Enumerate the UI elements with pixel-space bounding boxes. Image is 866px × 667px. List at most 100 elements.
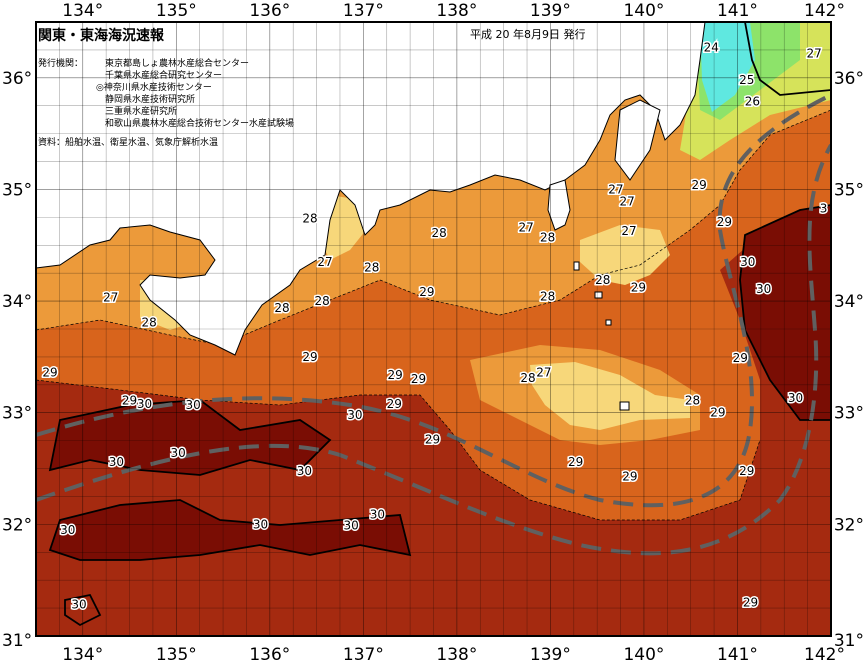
isotherm-30-sw [64,593,102,627]
isotherm-label: 28 [364,261,379,275]
longitude-label-top: 136° [249,1,290,21]
isotherm-label: 30 [253,517,268,531]
isotherm-label: 29 [419,285,434,299]
issuer-4: 静岡県水産技術研究所 [105,93,195,105]
issuer-1: 東京都島しょ農林水産総合センター [105,57,249,69]
longitude-label-bottom: 135° [156,645,197,665]
isotherm-label: 3 [820,201,828,215]
latitude-label-left: 31° [2,631,32,651]
isotherm-label: 27 [536,366,551,380]
isotherm-boso [744,22,831,96]
isotherm-label: 28 [315,294,330,308]
isotherm-label: 28 [540,290,555,304]
isotherm-label: 28 [142,315,157,329]
isotherm-label: 30 [185,398,200,412]
isotherm-label: 29 [739,464,754,478]
isotherm-label: 30 [756,282,771,296]
isotherm-label: 29 [631,281,646,295]
longitude-label-bottom: 139° [530,645,571,665]
isotherm-label: 29 [733,351,748,365]
isotherm-label: 29 [568,455,583,469]
longitude-label-top: 134° [62,1,103,21]
map-title: 関東・東海海況速報 [38,27,165,44]
land-hachijo [619,401,630,411]
land-miyake [605,319,612,326]
isotherm-28-coast [36,109,831,346]
isotherm-label: 30 [297,464,312,478]
isotherm-label: 29 [622,469,637,483]
isotherm-label: 28 [520,371,535,385]
isotherm-30-east [739,204,831,421]
latitude-label-right: 35° [834,180,864,200]
map-header: 関東・東海海況速報 平成 20 年8月9日 発行 発行機関： 東京都島しょ農林水… [38,27,585,148]
isotherm-label: 30 [109,455,124,469]
issuer-5: 三重県水産研究所 [105,105,177,117]
isotherm-label: 27 [518,220,533,234]
kuroshio-north-edge [36,93,831,508]
isotherm-label: 27 [103,291,118,305]
isotherm-label: 28 [685,393,700,407]
isotherm-label: 28 [274,301,289,315]
isotherm-label: 29 [710,406,725,420]
isotherm-label: 30 [137,397,152,411]
map-frame [35,21,832,637]
isotherm-label: 28 [540,230,555,244]
isotherm-label: 30 [788,391,803,405]
isotherm-label: 24 [704,41,719,55]
isotherm-label: 30 [171,446,186,460]
issuer-2: 千葉県水産総合研究センター [105,69,222,81]
isotherm-label: 30 [740,255,755,269]
longitude-label-top: 140° [623,1,664,21]
isotherm-label: 29 [387,397,402,411]
longitude-label-top: 139° [530,1,571,21]
longitude-label-top: 135° [156,1,197,21]
isotherm-label: 29 [122,393,137,407]
kuroshio-south-edge [36,144,831,556]
isotherm-label: 27 [317,255,332,269]
longitude-label-bottom: 138° [436,645,477,665]
longitude-label-bottom: 142° [804,645,845,665]
latitude-label-right: 31° [834,631,864,651]
isotherm-label: 25 [739,73,754,87]
isotherm-30-south [48,499,412,561]
latitude-label-left: 34° [2,292,32,312]
land-oshima [594,291,603,299]
longitude-label-bottom: 140° [623,645,664,665]
latitude-label-right: 34° [834,292,864,312]
latitude-label-left: 32° [2,515,32,535]
isotherm-label: 30 [370,507,385,521]
longitude-label-top: 141° [717,1,758,21]
data-source: 資料：船舶水温、衛星水温、気象庁解析水温 [38,136,218,148]
latitude-label-left: 33° [2,404,32,424]
land-boso [614,99,661,181]
issuer-3: ◎神奈川県水産技術センター [96,81,212,93]
latitude-label-left: 35° [2,180,32,200]
isotherm-label: 27 [619,195,634,209]
isotherm-label: 30 [71,598,86,612]
isotherm-label: 29 [425,433,440,447]
issuer-6: 和歌山県農林水産総合技術センター水産試験場 [105,117,294,129]
isotherm-label: 30 [60,523,75,537]
isotherm-label: 29 [42,366,57,380]
isotherm-label: 28 [302,211,317,225]
land-izu [547,179,571,231]
sst-band-31-core [50,400,330,475]
latitude-label-right: 36° [834,69,864,89]
sst-band-31-south [50,500,410,560]
latitude-label-left: 36° [2,69,32,89]
longitude-label-bottom: 134° [62,645,103,665]
land-niijima [573,261,580,271]
isotherm-label: 28 [595,273,610,287]
longitude-label-top: 138° [436,1,477,21]
longitude-label-bottom: 141° [717,645,758,665]
land-shikoku-kii [36,22,706,356]
longitude-label-bottom: 136° [249,645,290,665]
isotherm-label: 27 [621,224,636,238]
longitude-label-bottom: 137° [343,645,384,665]
kuroshio-axis [36,93,831,556]
issue-date: 平成 20 年8月9日 発行 [470,27,585,41]
graticule [36,22,831,636]
